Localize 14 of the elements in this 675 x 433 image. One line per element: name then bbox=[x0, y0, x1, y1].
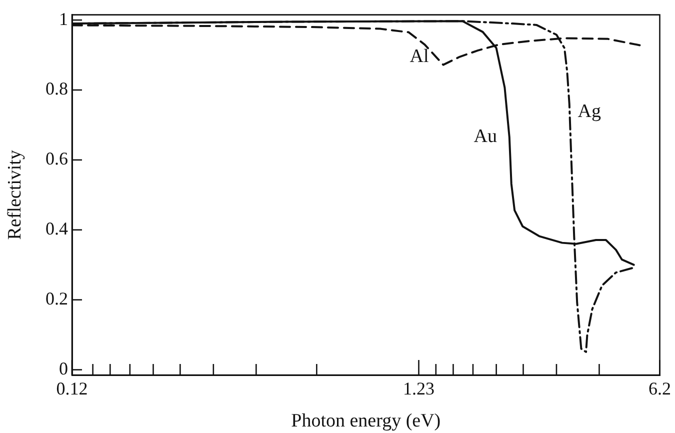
y-tick-label: 0.4 bbox=[46, 218, 68, 239]
y-tick-label: 0 bbox=[59, 358, 68, 378]
y-tick-label: 0.8 bbox=[46, 78, 68, 99]
x-tick-label: 1.23 bbox=[403, 378, 434, 399]
y-axis-title: Reflectivity bbox=[4, 150, 26, 240]
series-label: Ag bbox=[578, 100, 602, 122]
y-tick-label: 0.2 bbox=[46, 288, 68, 309]
x-tick-label: 0.12 bbox=[56, 378, 88, 399]
x-tick-label: 6.2 bbox=[648, 378, 671, 399]
series-label: Al bbox=[410, 46, 429, 67]
x-axis-title: Photon energy (eV) bbox=[291, 410, 441, 432]
y-tick-label: 0.6 bbox=[46, 148, 68, 169]
series-label: Au bbox=[474, 126, 498, 148]
y-tick-label: 1 bbox=[59, 8, 68, 29]
